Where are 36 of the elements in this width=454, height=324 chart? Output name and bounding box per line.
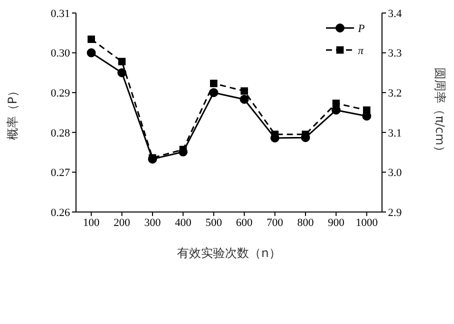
point (332, 100, 340, 108)
x-axis-title: 有效实验次数（n） (177, 246, 281, 260)
x-tick-label: 400 (174, 216, 192, 229)
x-tick-label: 600 (236, 216, 254, 229)
y2-tick-label: 3.0 (388, 167, 402, 180)
point (88, 36, 95, 43)
point (209, 88, 218, 98)
y2-tick-label: 3.2 (388, 88, 402, 100)
y2-tick-label: 3.1 (388, 127, 402, 140)
y2-tick-label: 3.3 (388, 48, 402, 60)
y-tick-label: 0.30 (50, 48, 70, 60)
y-tick-label: 0.27 (50, 167, 70, 180)
y-tick-label: 0.29 (50, 88, 70, 100)
y-tick-label: 0.28 (50, 127, 70, 140)
legend-label: π (358, 45, 364, 57)
x-tick-label: 800 (297, 216, 314, 229)
y-axis-title: 概率（P） (5, 84, 20, 140)
legend-label: P (357, 23, 365, 35)
y-tick-label: 0.31 (50, 8, 70, 20)
x-tick-label: 100 (83, 216, 100, 229)
point (118, 58, 126, 66)
x-tick-label: 1000 (356, 216, 378, 229)
y2-tick-label: 3.4 (388, 8, 402, 20)
y2-axis-title: 圆周率（π/cm） (432, 68, 447, 158)
y-tick-label: 0.26 (50, 206, 70, 219)
point (86, 48, 96, 58)
x-tick-label: 700 (266, 216, 284, 229)
x-tick-label: 200 (114, 216, 131, 229)
x-tick-label: 300 (144, 216, 162, 229)
x-tick-label: 900 (328, 216, 345, 229)
point (240, 94, 249, 104)
y2-tick-label: 2.9 (388, 206, 402, 219)
point (210, 80, 218, 88)
point (117, 68, 126, 78)
x-tick-label: 500 (205, 216, 222, 229)
point (240, 87, 248, 95)
